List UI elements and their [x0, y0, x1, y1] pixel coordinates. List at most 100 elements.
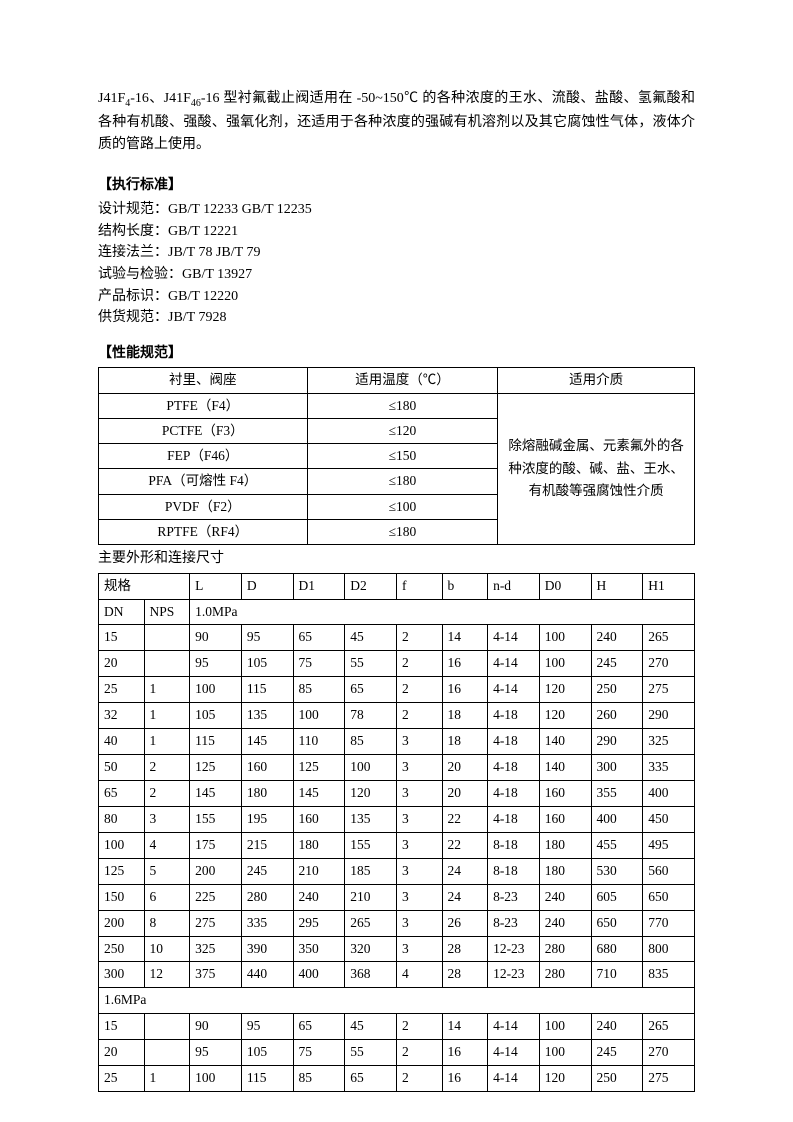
dim-cell: 80 [99, 806, 145, 832]
dim-cell: 125 [99, 858, 145, 884]
dim-cell: 155 [190, 806, 242, 832]
dim-cell: 240 [539, 884, 591, 910]
dim-cell: 100 [539, 651, 591, 677]
dim-cell: 25 [99, 677, 145, 703]
table-row: DNNPS1.0MPa [99, 599, 695, 625]
dim-cell: 835 [643, 962, 695, 988]
intro-text: 型衬氟截止阀适用在 -50~150℃ 的各种浓度的王水、流酸、盐酸、氢氟酸和各种… [98, 91, 695, 152]
dim-cell: 120 [539, 1066, 591, 1092]
dim-cell: 335 [643, 755, 695, 781]
dim-cell: 3 [144, 806, 190, 832]
dim-cell: 160 [539, 781, 591, 807]
dim-cell: 4-18 [488, 806, 540, 832]
dim-cell: 2 [144, 755, 190, 781]
dim-cell: 265 [643, 1014, 695, 1040]
table-row: 规格LDD1D2fbn-dD0HH1 [99, 573, 695, 599]
dim-cell: 368 [345, 962, 397, 988]
dim-cell: 75 [293, 651, 345, 677]
table-row: 321105135100782184-18120260290 [99, 703, 695, 729]
dim-cell: 105 [241, 651, 293, 677]
dim-cell: 140 [539, 729, 591, 755]
dim-cell: 240 [539, 910, 591, 936]
dim-cell: 175 [190, 832, 242, 858]
dim-cell: 32 [99, 703, 145, 729]
dim-cell: 3 [396, 884, 442, 910]
table-row: 2501032539035032032812-23280680800 [99, 936, 695, 962]
dim-cell: 160 [539, 806, 591, 832]
dim-cell: 180 [241, 781, 293, 807]
perf-cell: PFA（可熔性 F4） [99, 469, 308, 494]
dim-cell: 455 [591, 832, 643, 858]
dim-cell: 18 [442, 729, 488, 755]
dim-cell: 710 [591, 962, 643, 988]
standards-list: 设计规范：GB/T 12233 GB/T 12235 结构长度：GB/T 122… [98, 199, 695, 329]
intro-paragraph: J41F4-16、J41F46-16 型衬氟截止阀适用在 -50~150℃ 的各… [98, 88, 695, 157]
dim-cell: 295 [293, 910, 345, 936]
dim-cell: 2 [396, 625, 442, 651]
dim-cell: D1 [293, 573, 345, 599]
dim-cell: 85 [293, 1066, 345, 1092]
dim-cell: 300 [99, 962, 145, 988]
dim-cell: 375 [190, 962, 242, 988]
dim-cell: 95 [190, 651, 242, 677]
dimensions-subtitle: 主要外形和连接尺寸 [98, 548, 695, 570]
dim-cell: 650 [591, 910, 643, 936]
dim-cell: 3 [396, 832, 442, 858]
dim-cell: 120 [539, 703, 591, 729]
dim-cell: D0 [539, 573, 591, 599]
dim-cell: 100 [99, 832, 145, 858]
dim-cell: 355 [591, 781, 643, 807]
dim-cell: 95 [241, 1014, 293, 1040]
dim-cell: 3 [396, 729, 442, 755]
dim-cell: 290 [591, 729, 643, 755]
dim-cell: 22 [442, 832, 488, 858]
perf-cell: RPTFE（RF4） [99, 519, 308, 544]
dim-cell: 155 [345, 832, 397, 858]
table-row: 12552002452101853248-18180530560 [99, 858, 695, 884]
dim-cell: 1 [144, 1066, 190, 1092]
dim-cell: 3 [396, 936, 442, 962]
dim-cell: 4-18 [488, 703, 540, 729]
table-row: 20082753352952653268-23240650770 [99, 910, 695, 936]
dim-cell [144, 651, 190, 677]
dim-cell: 1 [144, 677, 190, 703]
table-row: 衬里、阀座 适用温度（℃） 适用介质 [99, 368, 695, 393]
dim-cell: 100 [190, 677, 242, 703]
perf-cell: ≤100 [307, 494, 498, 519]
dim-cell: 4-18 [488, 781, 540, 807]
perf-cell: PCTFE（F3） [99, 418, 308, 443]
dim-cell: 65 [293, 1014, 345, 1040]
dim-cell: 3 [396, 910, 442, 936]
dim-cell: 规格 [99, 573, 190, 599]
dim-cell: 105 [241, 1040, 293, 1066]
dim-cell: 400 [591, 806, 643, 832]
dim-cell: f [396, 573, 442, 599]
dim-cell: 125 [293, 755, 345, 781]
dim-cell: 250 [99, 936, 145, 962]
dim-cell: 4-14 [488, 1040, 540, 1066]
table-row: 8031551951601353224-18160400450 [99, 806, 695, 832]
dim-cell: H [591, 573, 643, 599]
dim-cell: D [241, 573, 293, 599]
dim-cell: 16 [442, 677, 488, 703]
dim-cell: 605 [591, 884, 643, 910]
dim-cell: 65 [345, 1066, 397, 1092]
dim-cell: 350 [293, 936, 345, 962]
dim-cell: 1 [144, 729, 190, 755]
dim-cell: 120 [539, 677, 591, 703]
dim-cell: 210 [293, 858, 345, 884]
table-row: 6521451801451203204-18160355400 [99, 781, 695, 807]
dim-cell: 8 [144, 910, 190, 936]
dim-cell: 8-18 [488, 832, 540, 858]
dim-cell: 3 [396, 806, 442, 832]
dim-cell: 280 [539, 936, 591, 962]
dim-cell: 15 [99, 625, 145, 651]
dim-cell: 400 [643, 781, 695, 807]
dim-cell: 530 [591, 858, 643, 884]
performance-table: 衬里、阀座 适用温度（℃） 适用介质 PTFE（F4） ≤180 除熔融碱金属、… [98, 367, 695, 545]
dim-cell: 650 [643, 884, 695, 910]
dim-cell: 265 [345, 910, 397, 936]
dim-cell: 4 [144, 832, 190, 858]
dim-cell: 400 [293, 962, 345, 988]
dim-cell: 100 [345, 755, 397, 781]
